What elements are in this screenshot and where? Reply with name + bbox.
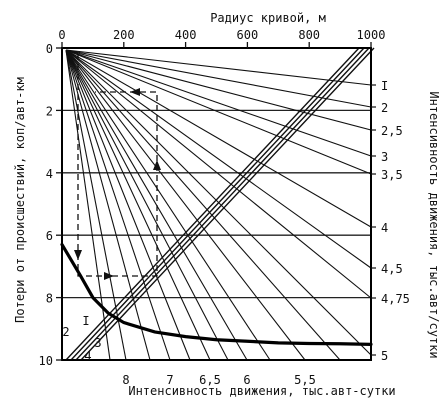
fan-line-bottom-10 [65, 49, 341, 361]
diagonal-line-0 [65, 47, 360, 361]
example-path-left [77, 54, 112, 277]
left-axis-title: Потери от происшествий, коп/авт-км [13, 77, 27, 323]
left-tick-label-2: 2 [46, 104, 53, 118]
diagonal-line-2 [75, 47, 370, 361]
example-path-right [95, 91, 158, 277]
fan-line-right-1 [65, 49, 372, 108]
right-tick-label-4: 3,5 [381, 168, 403, 182]
right-tick-label-8: 5 [381, 349, 388, 363]
bottom-tick-label-1: 7 [166, 373, 173, 387]
diagonal-label-2: 3 [94, 336, 101, 350]
top-axis-title: Радиус кривой, м [210, 11, 326, 25]
right-tick-label-7: 4,75 [381, 292, 410, 306]
left-tick-label-8: 8 [46, 292, 53, 306]
top-tick-label-600: 600 [237, 28, 259, 42]
left-tick-label-4: 4 [46, 167, 53, 181]
loss-curve [60, 242, 373, 346]
right-tick-label-2: 2,5 [381, 124, 403, 138]
plot-frame [61, 47, 372, 361]
left-tick-label-6: 6 [46, 229, 53, 243]
fan-line-right-6 [65, 49, 372, 269]
fan-line-bottom-5 [65, 49, 211, 361]
right-tick-label-5: 4 [381, 221, 388, 235]
diagonal-label-3: 4 [84, 349, 91, 363]
bottom-tick-label-2: 6,5 [199, 373, 221, 387]
top-tick-label-200: 200 [113, 28, 135, 42]
arrow-left-icon [130, 88, 140, 96]
right-tick-label-0: I [381, 79, 388, 93]
top-tick-label-1000: 1000 [357, 28, 386, 42]
left-tick-label-10: 10 [39, 354, 53, 368]
top-tick-label-0: 0 [58, 28, 65, 42]
bottom-tick-label-0: 8 [122, 373, 129, 387]
arrow-right-icon [104, 272, 114, 280]
fan-line-right-3 [65, 49, 372, 157]
right-tick-label-1: 2 [381, 101, 388, 115]
fan-line-right-0 [65, 49, 372, 86]
fan-line-right-7 [65, 49, 372, 299]
fan-line-bottom-8 [65, 49, 271, 361]
bottom-tick-label-3: 6 [243, 373, 250, 387]
fan-line-bottom-1 [65, 49, 127, 361]
fan-line-right-4 [65, 49, 372, 175]
arrow-up-icon [153, 160, 161, 170]
top-tick-label-800: 800 [298, 28, 320, 42]
fan-line-bottom-6 [65, 49, 229, 361]
fan-line-bottom-9 [65, 49, 306, 361]
right-axis-title: Интенсивность движения, тыс.авт/сутки [427, 91, 441, 358]
fan-line-bottom-4 [65, 49, 191, 361]
right-tick-label-3: 3 [381, 150, 388, 164]
top-tick-label-400: 400 [175, 28, 197, 42]
fan-line-right-5 [65, 49, 372, 228]
fan-line-bottom-2 [65, 49, 151, 361]
diagonal-label-1: I [82, 314, 89, 328]
bottom-tick-label-4: 5,5 [294, 373, 316, 387]
diagonal-label-0: 2 [62, 325, 69, 339]
fan-line-right-2 [65, 49, 372, 131]
diagonal-line-3 [80, 47, 375, 361]
right-tick-label-6: 4,5 [381, 262, 403, 276]
fan-line-bottom-3 [65, 49, 171, 361]
arrow-down-icon [74, 250, 82, 260]
diagonal-line-1 [70, 47, 365, 361]
left-tick-label-0: 0 [46, 42, 53, 56]
bottom-axis-title: Интенсивность движения, тыс.авт-сутки [128, 384, 395, 398]
